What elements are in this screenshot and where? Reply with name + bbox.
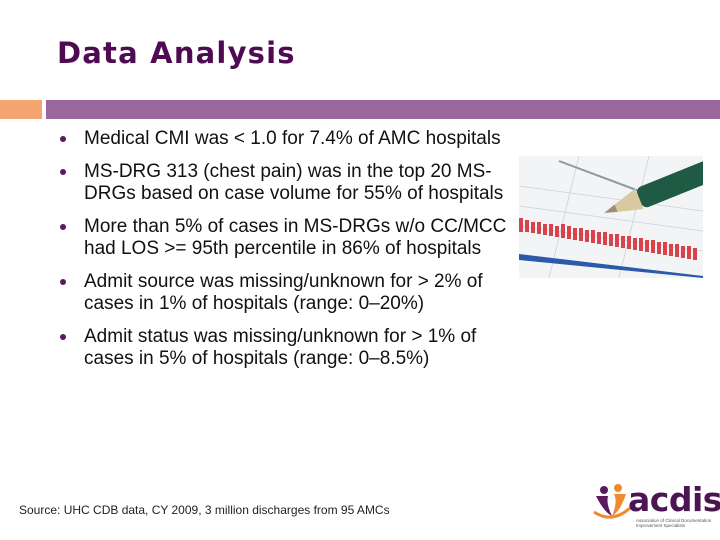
bullet-item: Admit status was missing/unknown for > 1… xyxy=(58,326,518,370)
source-note: Source: UHC CDB data, CY 2009, 3 million… xyxy=(19,503,390,517)
bullet-dot-icon xyxy=(60,136,66,142)
purple-accent-bar xyxy=(46,100,720,119)
bullet-text: Medical CMI was < 1.0 for 7.4% of AMC ho… xyxy=(84,128,501,149)
bullet-list: Medical CMI was < 1.0 for 7.4% of AMC ho… xyxy=(58,128,518,381)
bullet-dot-icon xyxy=(60,279,66,285)
slide-title: Data Analysis xyxy=(57,36,296,70)
pen-chart-icon xyxy=(519,156,703,278)
logo-wordmark: acdis xyxy=(628,480,720,519)
bullet-text: More than 5% of cases in MS-DRGs w/o CC/… xyxy=(84,216,507,259)
acdis-logo: acdis Association of Clinical Documentat… xyxy=(592,480,720,534)
bullet-text: Admit source was missing/unknown for > 2… xyxy=(84,271,483,314)
bullet-dot-icon xyxy=(60,334,66,340)
bullet-text: MS-DRG 313 (chest pain) was in the top 2… xyxy=(84,161,504,204)
bullet-item: More than 5% of cases in MS-DRGs w/o CC/… xyxy=(58,216,518,260)
people-figures-icon xyxy=(593,484,631,519)
bullet-item: MS-DRG 313 (chest pain) was in the top 2… xyxy=(58,161,518,205)
logo-tagline: Association of Clinical Documentation Im… xyxy=(636,518,712,528)
bullet-dot-icon xyxy=(60,224,66,230)
bullet-item: Admit source was missing/unknown for > 2… xyxy=(58,271,518,315)
bullet-item: Medical CMI was < 1.0 for 7.4% of AMC ho… xyxy=(58,128,518,150)
bullet-dot-icon xyxy=(60,169,66,175)
orange-accent-bar xyxy=(0,100,42,119)
bullet-text: Admit status was missing/unknown for > 1… xyxy=(84,326,477,369)
pen-chart-photo xyxy=(519,156,703,278)
